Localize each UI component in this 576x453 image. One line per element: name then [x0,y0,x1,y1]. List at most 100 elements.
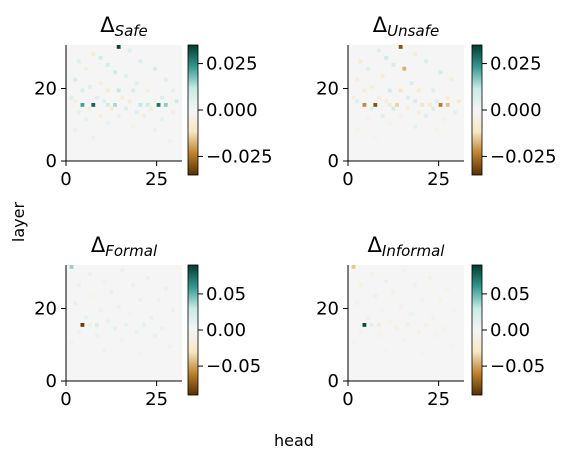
heatmap-cell [424,59,428,64]
heatmap-cell [398,113,403,118]
heatmap-cell [373,294,378,298]
heatmap-background [348,45,464,161]
heatmap-cell [402,337,407,342]
heatmap-cell [355,99,360,104]
colorbar-tick-label: 0.000 [206,100,258,121]
y-tick-label: 20 [316,299,339,320]
heatmap-cell [413,283,418,287]
heatmap-cell [453,308,457,313]
heatmap-cell [116,45,121,49]
heatmap-cell [402,268,407,273]
heatmap-cell [358,59,363,64]
heatmap-cell [420,297,425,302]
heatmap-cell [373,135,378,140]
heatmap-cell [445,286,450,291]
heatmap-cell [120,337,125,342]
heatmap-cell [369,323,374,327]
heatmap-cell [120,95,125,100]
heatmap-cell [438,70,443,75]
heatmap-cell [160,117,165,122]
heatmap-cell [163,103,168,107]
heatmap-cell [84,315,88,320]
heatmap-cell [431,315,436,320]
heatmap-cell [116,113,121,118]
y-tick-label: 0 [328,151,339,172]
x-tick-label: 25 [145,169,168,190]
heatmap-cell [73,128,78,133]
heatmap-cell [105,88,110,93]
heatmap-cell [105,63,110,67]
heatmap-cell [127,48,132,53]
colorbar-tick-label: 0.000 [490,100,542,121]
heatmap-cell [355,301,360,306]
heatmap-cell [153,99,157,104]
heatmap-cell [416,110,421,115]
heatmap-cell [171,308,175,313]
heatmap-cell [102,279,107,284]
colorbar-tick-label: −0.05 [206,356,261,377]
heatmap-cell [391,106,396,111]
heatmap-cell [138,297,143,302]
heatmap-cell [145,103,150,107]
heatmap-cell [105,121,110,125]
heatmap-cell [384,55,389,60]
heatmap-cell [69,341,74,345]
heatmap-cell [98,113,103,118]
y-tick-label: 0 [328,371,339,392]
heatmap-cell [91,294,96,298]
panel-title: ΔSafe [100,13,148,40]
heatmap-cell [358,283,363,287]
heatmap-cell [445,103,450,107]
colorbar [187,44,199,176]
heatmap-cell [87,84,92,89]
heatmap-cell [116,304,121,309]
heatmap-cell [438,103,443,107]
heatmap-cell [91,103,96,107]
y-tick-label: 20 [34,299,57,320]
heatmap-cell [127,99,132,104]
heatmap-panel-0: 0 25 0 20 ΔSafe 0.025 0.000 −0.025 [34,13,273,190]
heatmap-cell [442,117,447,122]
y-tick-label: 20 [316,79,339,100]
heatmap-cell [435,333,439,338]
heatmap-cell [406,323,410,327]
heatmap-cell [427,103,432,107]
heatmap-cell [91,135,96,140]
heatmap-cell [102,99,107,104]
heatmap-cell [351,265,356,269]
heatmap-cell [145,275,150,280]
heatmap-cell [398,45,403,49]
heatmap-cell [362,103,367,107]
heatmap-cell [116,88,121,93]
heatmap-cell [102,348,107,353]
heatmap-cell [366,315,370,320]
x-tick-label: 25 [145,389,168,410]
heatmap-cell [84,117,88,122]
heatmap-cell [160,95,165,100]
heatmap-cell [377,95,381,100]
heatmap-cell [163,286,168,291]
heatmap-cell [76,330,81,335]
heatmap-cell [362,88,367,93]
heatmap-cell [409,81,414,86]
heatmap-cell [127,312,132,316]
heatmap-cell [413,52,418,57]
heatmap-cell [427,275,432,280]
heatmap-cell [91,52,96,57]
heatmap-cell [438,297,443,302]
x-tick-label: 0 [60,389,71,410]
colorbar-tick-label: 0.00 [490,320,530,341]
colorbar-tick-label: 0.025 [206,54,258,75]
heatmap-cell [73,301,78,306]
heatmap-cell [424,113,428,118]
heatmap-cell [69,265,74,269]
heatmap-cell [145,88,150,93]
heatmap-cell [76,59,81,64]
heatmap-cell [406,95,410,100]
heatmap-cell [442,326,447,331]
heatmap-cell [124,323,128,327]
heatmap-cell [420,352,425,356]
heatmap-cell [387,319,392,324]
heatmap-cell [98,55,103,60]
heatmap-cell [73,77,78,82]
